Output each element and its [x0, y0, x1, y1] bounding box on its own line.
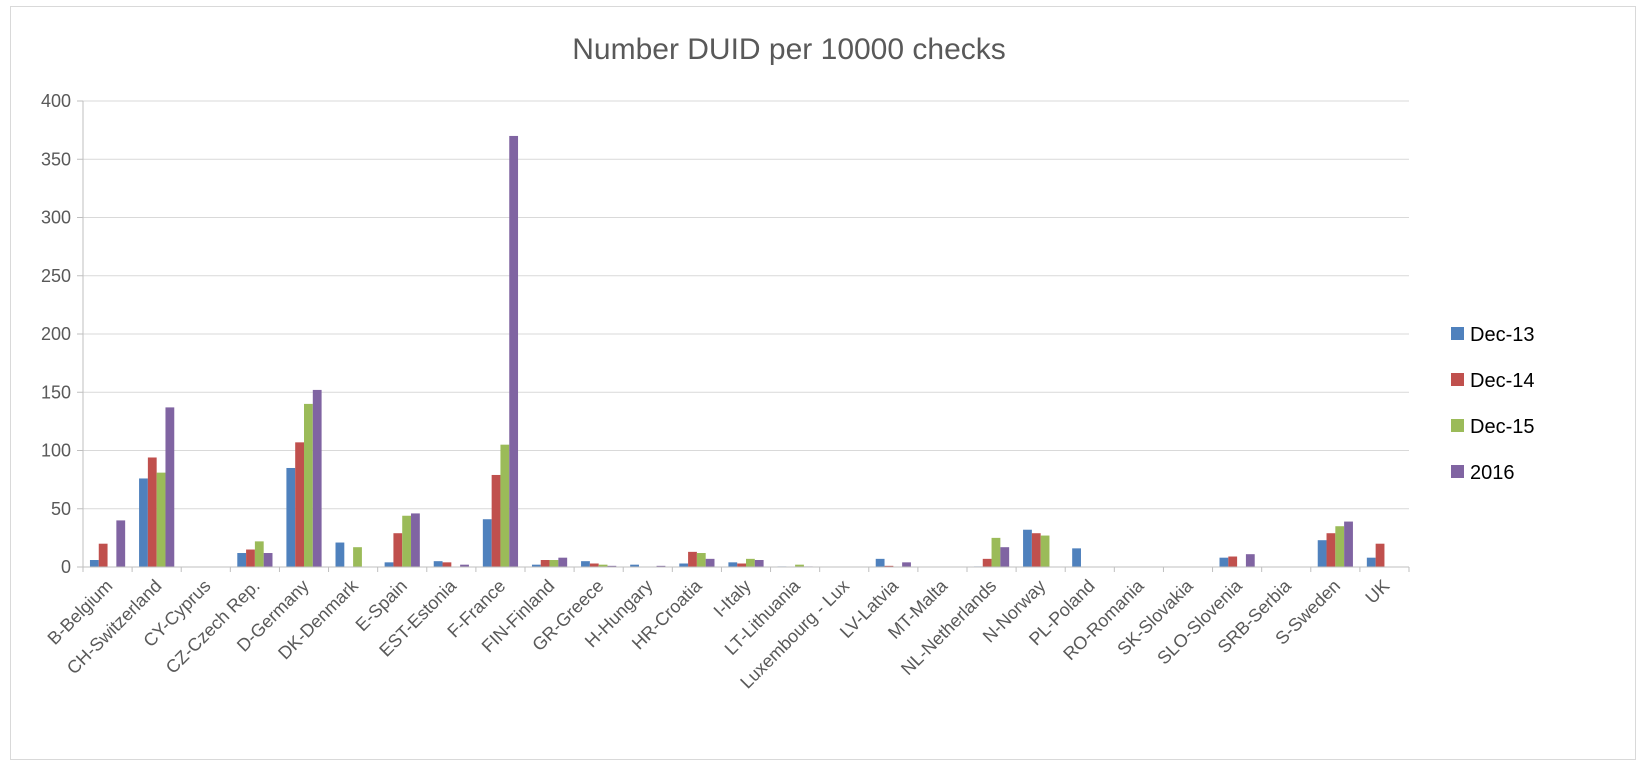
y-tick-label: 100	[41, 441, 71, 461]
bar-dec-15-13	[746, 558, 755, 567]
bar-dec-15-1	[156, 472, 166, 567]
bar-dec-13-13	[728, 562, 738, 567]
bar-dec-13-7	[433, 561, 443, 567]
bar-dec-13-20	[1072, 548, 1081, 567]
bar-dec-15-3	[254, 541, 264, 567]
bar-2016-1	[165, 407, 175, 567]
bar-dec-13-19	[1023, 529, 1032, 567]
bar-2016-6	[411, 513, 420, 567]
legend-label-dec-13: Dec-13	[1470, 324, 1534, 346]
bar-dec-13-12	[679, 563, 689, 567]
bar-dec-13-25	[1317, 540, 1327, 567]
bar-dec-14-4	[295, 442, 304, 567]
x-tick-label: UK	[1361, 576, 1393, 608]
bar-dec-14-8	[491, 474, 501, 567]
bar-dec-14-6	[393, 533, 403, 567]
bar-dec-13-6	[384, 562, 394, 567]
bar-dec-13-23	[1219, 557, 1229, 567]
bar-dec-15-19	[1040, 535, 1050, 567]
bar-dec-15-14	[795, 564, 804, 567]
x-tick-labels: B-BelgiumCH-SwitzerlandCY-CyprusCZ-Czech…	[44, 575, 1394, 692]
bar-dec-13-16	[875, 558, 885, 567]
bar-dec-13-3	[237, 553, 247, 567]
y-tick-label: 50	[51, 499, 71, 519]
bar-dec-15-4	[304, 403, 313, 567]
bar-dec-13-4	[286, 467, 296, 567]
y-tick-label: 350	[41, 149, 71, 169]
y-tick-label: 0	[61, 557, 71, 577]
bar-2016-3	[263, 553, 273, 567]
bar-dec-15-6	[402, 515, 412, 567]
bar-dec-14-7	[442, 562, 452, 567]
bar-2016-16	[902, 562, 911, 567]
bar-dec-13-11	[630, 564, 639, 567]
legend: Dec-13 Dec-14 Dec-15 2016	[1451, 324, 1534, 484]
bars	[89, 135, 1385, 567]
bar-dec-13-26	[1366, 557, 1376, 567]
chart-svg: Number DUID per 10000 checks 0 50 100 150 20…	[41, 33, 1535, 692]
bar-dec-14-23	[1228, 556, 1238, 567]
bar-2016-23	[1245, 554, 1255, 567]
legend-label-2016: 2016	[1470, 462, 1515, 484]
gridlines	[77, 100, 1409, 568]
bar-dec-14-3	[246, 549, 255, 567]
bar-2016-13	[754, 560, 764, 567]
bar-dec-15-8	[500, 444, 510, 567]
bar-dec-14-12	[688, 551, 697, 567]
bar-2016-11	[656, 565, 666, 567]
bar-dec-14-1	[147, 457, 157, 567]
bar-2016-12	[705, 558, 715, 567]
bar-dec-14-13	[737, 563, 746, 567]
bar-2016-0	[116, 520, 126, 567]
bar-dec-13-1	[139, 478, 148, 567]
bar-dec-15-9	[549, 560, 559, 567]
bar-dec-14-16	[884, 565, 894, 567]
bar-dec-14-19	[1031, 533, 1041, 567]
axes	[82, 101, 1410, 572]
x-tick-label: SLO-Slovenia	[1153, 575, 1246, 668]
bar-dec-14-18	[982, 558, 992, 567]
bar-dec-15-25	[1335, 526, 1345, 567]
bar-dec-13-9	[531, 564, 541, 567]
bar-dec-13-0	[89, 560, 99, 567]
bar-dec-13-8	[482, 519, 492, 567]
legend-swatch-dec-13	[1451, 327, 1464, 340]
bar-dec-14-0	[98, 543, 108, 567]
bar-dec-14-26	[1375, 543, 1385, 567]
x-tick-label: I-Italy	[710, 576, 755, 621]
legend-swatch-dec-14	[1451, 373, 1464, 386]
legend-swatch-2016	[1451, 465, 1464, 478]
bar-2016-18	[1000, 547, 1010, 567]
y-tick-label: 300	[41, 208, 71, 228]
bar-2016-9	[558, 557, 568, 567]
y-tick-labels: 0 50 100 150 200 250 300 350 400	[41, 91, 71, 577]
bar-dec-14-25	[1326, 533, 1336, 567]
bar-2016-25	[1344, 521, 1353, 567]
bar-dec-13-5	[335, 542, 345, 567]
y-tick-label: 200	[41, 324, 71, 344]
bar-dec-14-9	[540, 560, 550, 567]
bar-dec-14-10	[589, 563, 599, 567]
legend-label-dec-14: Dec-14	[1470, 370, 1534, 392]
y-tick-label: 250	[41, 266, 71, 286]
y-tick-label: 400	[41, 91, 71, 111]
bar-dec-15-18	[991, 537, 1001, 567]
bar-2016-10	[607, 565, 617, 567]
y-tick-label: 150	[41, 382, 71, 402]
bar-2016-8	[509, 135, 519, 567]
legend-label-dec-15: Dec-15	[1470, 416, 1534, 438]
bar-dec-15-5	[353, 547, 362, 567]
chart-title: Number DUID per 10000 checks	[572, 33, 1006, 66]
chart-frame: Number DUID per 10000 checks 0 50 100 150 20…	[10, 6, 1636, 760]
bar-2016-4	[312, 389, 322, 567]
legend-swatch-dec-15	[1451, 419, 1464, 432]
bar-dec-13-10	[581, 561, 590, 567]
bar-dec-15-10	[598, 564, 608, 567]
bar-2016-7	[460, 564, 469, 567]
bar-dec-15-12	[696, 553, 706, 567]
